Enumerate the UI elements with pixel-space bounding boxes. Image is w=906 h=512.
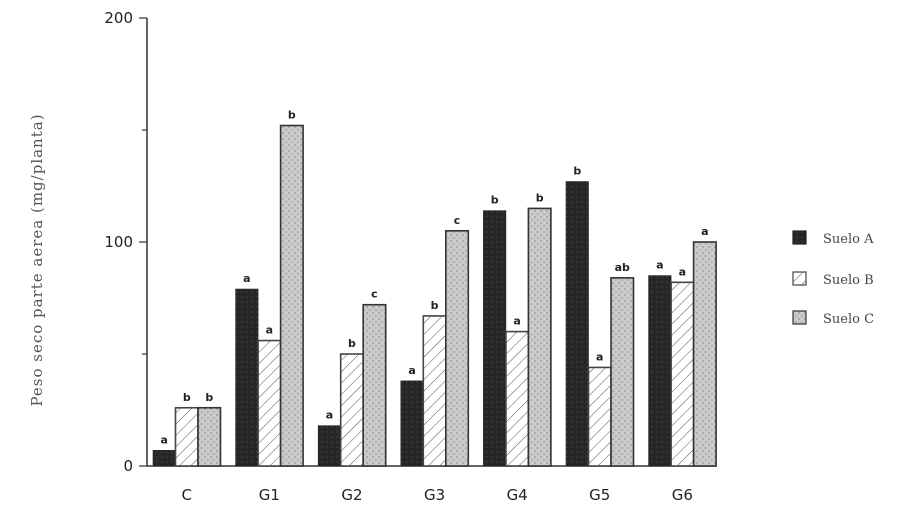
bar	[339, 353, 365, 467]
significance-letter: a	[701, 225, 708, 238]
significance-letter: b	[183, 391, 191, 404]
bar	[235, 288, 259, 467]
bar	[400, 380, 424, 467]
significance-letter: a	[656, 259, 663, 272]
bar	[152, 450, 176, 467]
bar	[444, 230, 470, 467]
significance-letter: a	[326, 409, 333, 422]
bar	[257, 339, 282, 467]
bar	[483, 210, 507, 467]
legend-label: Suelo C	[823, 312, 874, 327]
bar	[362, 303, 387, 467]
bar	[505, 330, 530, 467]
bar	[422, 315, 447, 467]
significance-letter: b	[491, 194, 499, 207]
bar	[174, 406, 199, 467]
significance-letter: a	[243, 272, 250, 285]
y-tick-label: 100	[104, 233, 133, 251]
bar	[279, 124, 304, 467]
bar	[317, 425, 342, 467]
x-tick-label: G1	[259, 486, 280, 504]
legend-label: Suelo B	[823, 273, 874, 288]
bar	[692, 241, 717, 467]
significance-letter: c	[371, 288, 378, 301]
significance-letter: a	[513, 315, 520, 328]
significance-letter: a	[161, 433, 168, 446]
legend-label: Suelo A	[823, 232, 874, 247]
legend-swatch	[792, 230, 807, 245]
significance-letter: b	[205, 391, 213, 404]
x-tick-label: C	[182, 486, 192, 504]
y-tick-label: 200	[104, 9, 133, 27]
bar	[527, 207, 552, 467]
significance-letter: a	[596, 350, 603, 363]
legend: Suelo A Suelo B Suelo C	[792, 230, 874, 327]
bar	[670, 281, 695, 467]
x-tick-label: G4	[507, 486, 528, 504]
significance-letter: b	[288, 109, 296, 122]
bar	[610, 277, 635, 467]
legend-swatch	[792, 271, 807, 286]
x-tick-label: G2	[341, 486, 362, 504]
x-tick-label: G3	[424, 486, 445, 504]
significance-letter: c	[454, 214, 461, 227]
legend-swatch	[792, 310, 807, 325]
bar	[197, 406, 222, 467]
significance-letter: b	[348, 337, 356, 350]
bar	[648, 275, 672, 467]
bar	[587, 366, 612, 467]
significance-letter: ab	[615, 261, 630, 274]
x-tick-label: G6	[672, 486, 693, 504]
significance-letter: b	[536, 191, 544, 204]
significance-letter: b	[431, 299, 439, 312]
y-axis-label: Peso seco parte aerea (mg/planta)	[28, 113, 46, 406]
significance-letter: a	[408, 364, 415, 377]
y-tick-label: 0	[123, 457, 133, 475]
significance-letter: a	[679, 265, 686, 278]
x-tick-label: G5	[589, 486, 610, 504]
significance-letter: a	[266, 324, 273, 337]
significance-letter: b	[573, 165, 581, 178]
bar	[565, 181, 589, 467]
bars	[152, 124, 717, 467]
